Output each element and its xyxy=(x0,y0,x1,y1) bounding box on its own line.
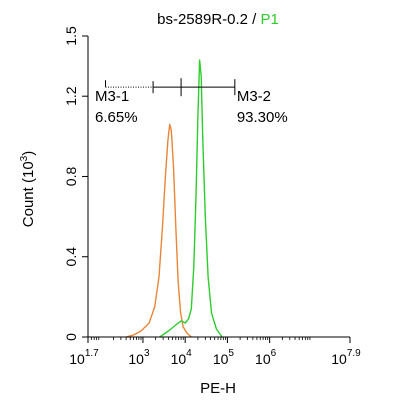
svg-text:bs-2589R-0.2 / P1: bs-2589R-0.2 / P1 xyxy=(157,11,279,28)
series-0-line xyxy=(125,123,192,338)
gate-m3-1-percent: 6.65% xyxy=(95,109,138,126)
gate-m3-1-name: M3-1 xyxy=(95,88,129,105)
y-tick-label: 1.2 xyxy=(63,86,79,106)
x-tick-label: 105 xyxy=(213,348,235,367)
series-layer xyxy=(125,59,223,338)
title-gate: P1 xyxy=(261,11,279,28)
x-tick-label: 104 xyxy=(171,348,193,367)
chart-title: bs-2589R-0.2 / P1 xyxy=(157,11,279,28)
x-axis-label: PE-H xyxy=(200,380,236,397)
gate-layer: M3-1 6.65% M3-2 93.30% xyxy=(95,78,288,126)
x-ticks: 101.7 103 104 105 106 107.9 xyxy=(69,337,361,367)
x-tick-label: 106 xyxy=(255,348,277,367)
x-tick-label: 101.7 xyxy=(69,348,99,367)
y-axis-label: Count (103) xyxy=(19,151,37,227)
title-separator: / xyxy=(248,11,261,28)
y-tick-label: 0.4 xyxy=(63,247,79,267)
y-tick-label: 1.5 xyxy=(63,26,79,46)
gate-m3-2-name: M3-2 xyxy=(237,88,271,105)
gate-m3-2-percent: 93.30% xyxy=(237,109,288,126)
y-ticks: 0 0.4 0.8 1.2 1.5 xyxy=(63,26,88,341)
series-1-line xyxy=(159,59,223,338)
y-tick-label: 0 xyxy=(63,333,79,341)
title-sample: bs-2589R-0.2 xyxy=(157,11,248,28)
y-tick-label: 0.8 xyxy=(63,167,79,187)
x-tick-label: 107.9 xyxy=(331,348,361,367)
x-tick-label: 103 xyxy=(128,348,150,367)
